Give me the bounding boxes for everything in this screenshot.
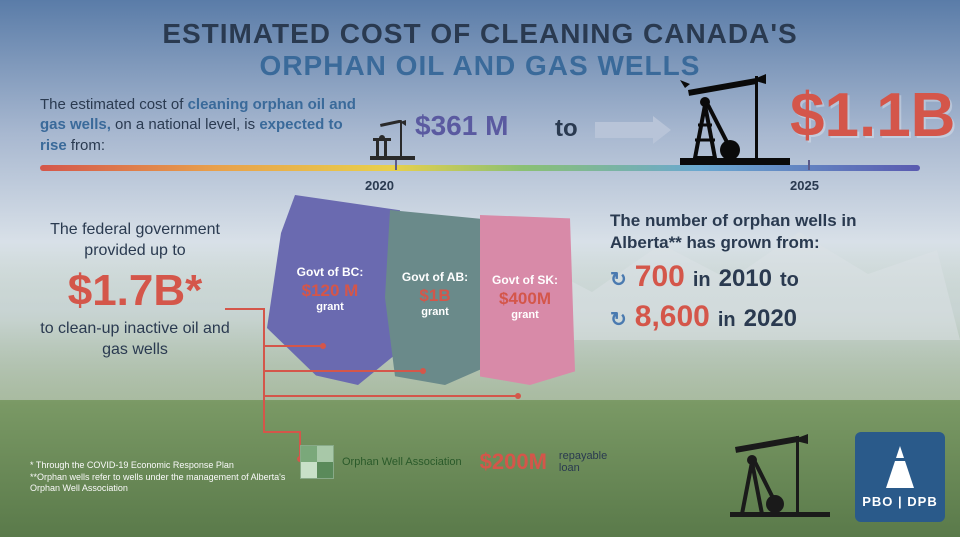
connector-dot — [515, 393, 521, 399]
connector-line — [263, 370, 423, 372]
connector-line — [225, 308, 265, 310]
federal-pre: The federal government provided up to — [50, 221, 220, 259]
ab-row2-year: 2020 — [744, 305, 797, 333]
title-line2: ORPHAN OIL AND GAS WELLS — [0, 50, 960, 82]
footnote-1: * Through the COVID-19 Economic Response… — [30, 460, 290, 472]
ab-growth-row: ↻ 8,600 in 2020 — [610, 300, 930, 334]
provinces-map: Govt of BC: $120 M grant Govt of AB: $1B… — [260, 195, 580, 425]
bc-name: Govt of BC: — [260, 265, 400, 279]
tick-2020 — [395, 160, 397, 170]
pumpjack-small-icon — [370, 120, 415, 160]
lead-pre: The estimated cost of — [40, 96, 188, 113]
orphan-well-association-row: Orphan Well Association $200M repayable … — [300, 445, 607, 479]
ab-growth-header: The number of orphan wells in Alberta** … — [610, 210, 930, 254]
ab-row2-num: 8,600 — [635, 300, 710, 334]
lead-mid: on a national level, is — [115, 116, 259, 133]
sk-amount: $400M — [475, 289, 575, 309]
title-line1: ESTIMATED COST OF CLEANING CANADA'S — [0, 18, 960, 50]
connector-line — [263, 395, 518, 397]
owa-amount: $200M — [480, 449, 547, 475]
ab-row1-in: in — [693, 269, 711, 292]
federal-amount: $1.7B* — [30, 262, 240, 319]
to-label: to — [555, 115, 578, 143]
ab-row1-num: 700 — [635, 260, 685, 294]
pbo-logo-text: PBO | DPB — [862, 494, 937, 509]
cost-2020-value: $361 M — [415, 110, 508, 142]
arrow-curve-icon: ↻ — [610, 267, 627, 292]
pbo-logo: PBO | DPB — [855, 432, 945, 522]
owa-sub: repayable loan — [559, 450, 607, 474]
footnotes: * Through the COVID-19 Economic Response… — [30, 460, 290, 495]
sk-suffix: grant — [475, 309, 575, 321]
sk-name: Govt of SK: — [475, 273, 575, 287]
lead-paragraph: The estimated cost of cleaning orphan oi… — [40, 95, 360, 156]
pumpjack-bottom-icon — [730, 432, 830, 517]
alberta-growth-block: The number of orphan wells in Alberta** … — [610, 210, 930, 334]
ab-amount: $1B — [385, 286, 485, 306]
province-bc: Govt of BC: $120 M grant — [260, 195, 400, 385]
province-ab: Govt of AB: $1B grant — [385, 210, 485, 385]
tick-2025 — [808, 160, 810, 170]
year-2025-label: 2025 — [790, 178, 819, 193]
ab-row1-suffix: to — [780, 269, 799, 292]
cost-2025-value: $1.1B — [790, 80, 955, 151]
federal-post: to clean-up inactive oil and gas wells — [40, 320, 229, 358]
timeline-gradient-bar — [40, 165, 920, 171]
ab-row2-in: in — [718, 309, 736, 332]
federal-funding-block: The federal government provided up to $1… — [30, 220, 240, 360]
year-2020-label: 2020 — [365, 178, 394, 193]
pumpjack-large-icon — [680, 70, 790, 165]
connector-line — [263, 345, 323, 347]
owa-logo-icon — [300, 445, 334, 479]
arrow-curve-icon: ↻ — [610, 307, 627, 332]
connector-dot — [420, 368, 426, 374]
ab-suffix: grant — [385, 306, 485, 318]
ab-growth-row: ↻ 700 in 2010 to — [610, 260, 930, 294]
arrow-icon — [595, 122, 655, 138]
connector-line — [263, 431, 301, 433]
bc-amount: $120 M — [260, 281, 400, 301]
bc-suffix: grant — [260, 301, 400, 313]
ab-row1-year: 2010 — [719, 265, 772, 293]
owa-name: Orphan Well Association — [342, 456, 462, 468]
ab-name: Govt of AB: — [385, 270, 485, 284]
main-title: ESTIMATED COST OF CLEANING CANADA'S ORPH… — [0, 18, 960, 82]
province-sk: Govt of SK: $400M grant — [475, 215, 575, 385]
footnote-2: **Orphan wells refer to wells under the … — [30, 472, 290, 495]
parliament-tower-icon — [886, 446, 914, 488]
lead-post: from: — [71, 137, 105, 154]
connector-dot — [320, 343, 326, 349]
